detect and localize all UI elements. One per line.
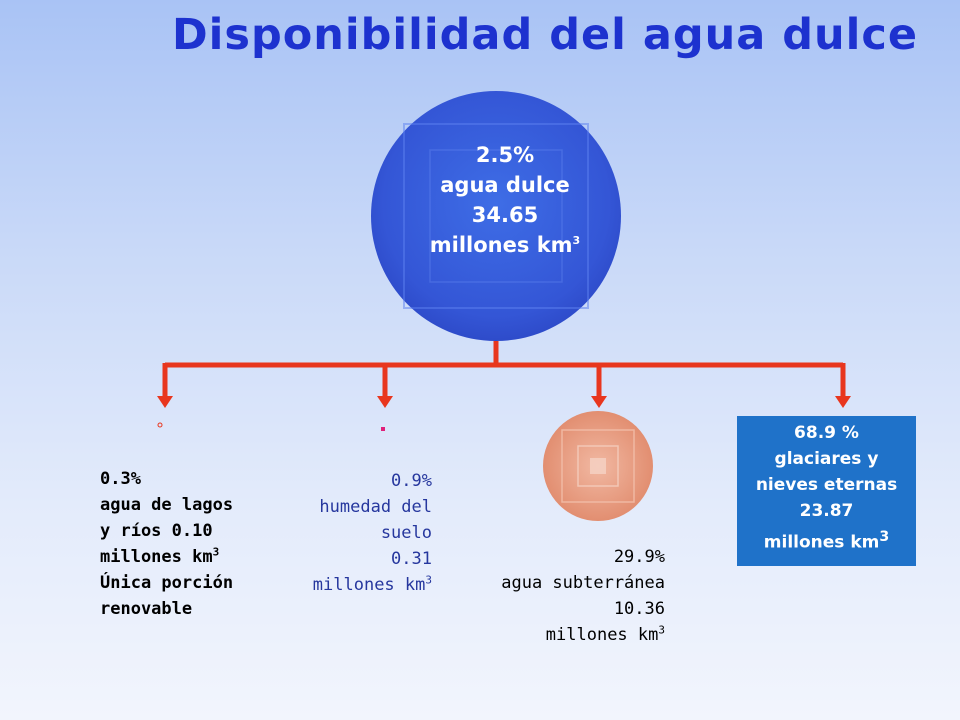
humedad-label: 0.9% humedad del suelo 0.31 millones km3 — [270, 468, 432, 598]
glaciares-line: glaciares y — [774, 449, 879, 469]
center-unit: millones km — [429, 233, 573, 257]
central-circle — [371, 91, 621, 341]
humedad-line: 0.31 — [391, 549, 432, 569]
groundwater-circle — [543, 411, 653, 521]
subterranea-unit-sup: 3 — [658, 623, 665, 637]
subterranea-line: 10.36 — [613, 599, 665, 619]
lagos-line: renovable — [100, 599, 193, 619]
center-amount: 34.65 — [471, 203, 539, 227]
lagos-line: Única porción — [100, 573, 234, 593]
arrow-humedad — [377, 363, 393, 408]
center-unit-sup: 3 — [572, 234, 581, 247]
glaciares-box: 68.9 % glaciares y nieves eternas 23.87 … — [737, 416, 916, 566]
humedad-line: millones km — [312, 575, 426, 595]
glaciares-line: millones km — [763, 532, 880, 553]
humedad-unit-sup: 3 — [425, 573, 432, 587]
lagos-line: agua de lagos — [100, 495, 234, 515]
humedad-marker — [381, 427, 385, 431]
subterranea-label: 29.9% agua subterránea 10.36 millones km… — [440, 544, 665, 648]
center-label: agua dulce — [440, 173, 570, 197]
subterranea-line: 29.9% — [613, 547, 665, 567]
subterranea-line: agua subterránea — [501, 573, 665, 593]
humedad-line: humedad del — [319, 497, 432, 517]
arrow-lagos — [157, 363, 173, 408]
lagos-line: y ríos 0.10 — [100, 521, 213, 541]
lagos-label: 0.3% agua de lagos y ríos 0.10 millones … — [100, 466, 270, 622]
central-label: 2.5% agua dulce 34.65 millones km3 — [390, 140, 620, 260]
lagos-line: millones km — [100, 547, 213, 567]
humedad-line: 0.9% — [391, 471, 432, 491]
center-percent: 2.5% — [475, 143, 535, 167]
arrow-glaciares — [835, 363, 851, 408]
glaciares-line: 68.9 % — [794, 423, 859, 443]
lagos-marker — [157, 422, 163, 428]
lagos-line: 0.3% — [100, 469, 141, 489]
glaciares-line: 23.87 — [799, 501, 854, 521]
connector-lines — [165, 341, 843, 368]
glaciares-unit-sup: 3 — [879, 529, 890, 545]
humedad-line: suelo — [380, 523, 432, 543]
page-title: Disponibilidad del agua dulce — [171, 10, 919, 60]
lagos-unit-sup: 3 — [212, 545, 220, 559]
subterranea-line: millones km — [545, 625, 659, 645]
arrow-subterranea — [591, 363, 607, 408]
glaciares-line: nieves eternas — [755, 475, 898, 495]
